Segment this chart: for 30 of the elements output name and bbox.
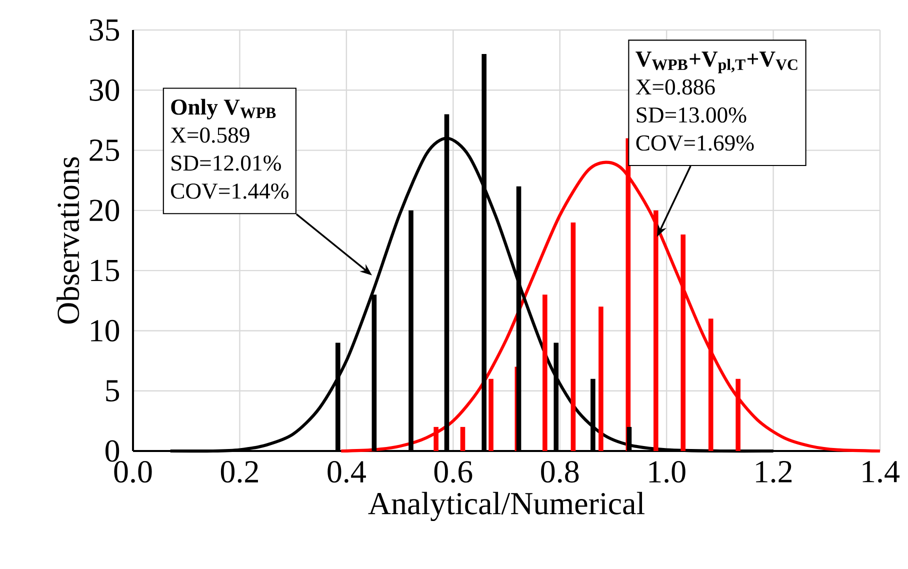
annotation: COV=1.44% (171, 183, 288, 199)
x-axis-title: Analytical/Numerical (368, 492, 645, 522)
bar (460, 426, 466, 451)
x-tick-label: 1.0 (649, 461, 686, 483)
bar (598, 306, 604, 451)
annotation: Only V$_{WPB}$ (171, 98, 276, 120)
y-tick-label: 10 (91, 320, 120, 342)
y-tick-label: 20 (90, 200, 120, 222)
y-tick-label: 25 (90, 140, 120, 162)
y-tick-label: 5 (106, 380, 120, 402)
bar (542, 294, 548, 451)
annotation: X=0.589 (170, 127, 250, 143)
x-tick-label: 0.6 (434, 461, 472, 483)
x-tick-label: 0.0 (114, 461, 152, 483)
annotation: V$_{WPB}$+V$_{pl,T}$+V$_{VC}$ (636, 52, 798, 74)
x-tick-label: 0.4 (328, 461, 366, 483)
annotation: COV=1.69% (636, 135, 754, 151)
bar (570, 222, 576, 451)
y-tick-label: 0 (106, 440, 120, 462)
annotation: SD=13.00% (636, 107, 746, 123)
y-axis-title: Observations (56, 157, 80, 324)
annotation: X=0.886 (636, 79, 715, 95)
x-tick-label: 0.8 (541, 461, 579, 483)
x-tick-label: 1.4 (862, 461, 900, 483)
y-tick-label: 35 (90, 19, 120, 41)
x-tick-label: 1.2 (756, 461, 792, 483)
y-tick-label: 30 (90, 79, 120, 101)
y-tick-label: 15 (91, 260, 120, 282)
annotation: SD=12.01% (172, 155, 281, 171)
x-tick-label: 0.2 (220, 461, 258, 483)
